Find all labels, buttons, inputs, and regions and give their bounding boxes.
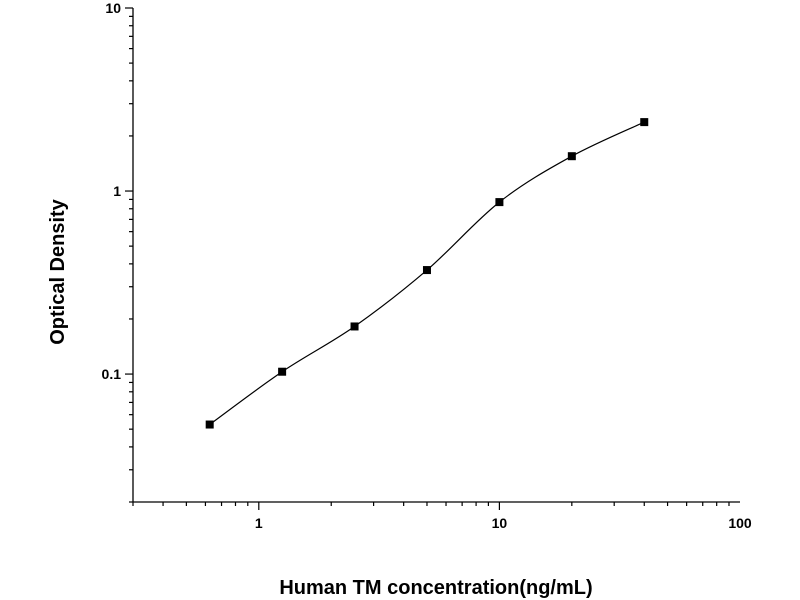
y-axis-tick-labels: 0.1 1 10 <box>102 0 122 382</box>
y-axis-title: Optical Density <box>47 198 69 344</box>
data-point-marker <box>278 367 287 376</box>
x-axis-tick-labels: 1 10 100 <box>255 515 752 531</box>
data-point-marker <box>495 198 504 207</box>
x-tick-label: 1 <box>255 515 263 531</box>
y-tick-label: 10 <box>105 0 121 16</box>
y-tick-label: 0.1 <box>102 366 122 382</box>
x-tick-label: 10 <box>492 515 508 531</box>
y-axis-ticks <box>125 7 133 503</box>
data-point-marker <box>205 420 214 429</box>
axes <box>132 8 740 503</box>
data-point-marker <box>567 152 576 161</box>
x-tick-label: 100 <box>728 515 752 531</box>
data-points <box>205 118 649 429</box>
data-point-marker <box>422 266 431 275</box>
y-tick-label: 1 <box>113 183 121 199</box>
x-axis-ticks <box>132 502 730 510</box>
data-point-marker <box>640 118 649 127</box>
x-axis-title: Human TM concentration(ng/mL) <box>279 577 592 599</box>
data-point-marker <box>350 322 359 331</box>
